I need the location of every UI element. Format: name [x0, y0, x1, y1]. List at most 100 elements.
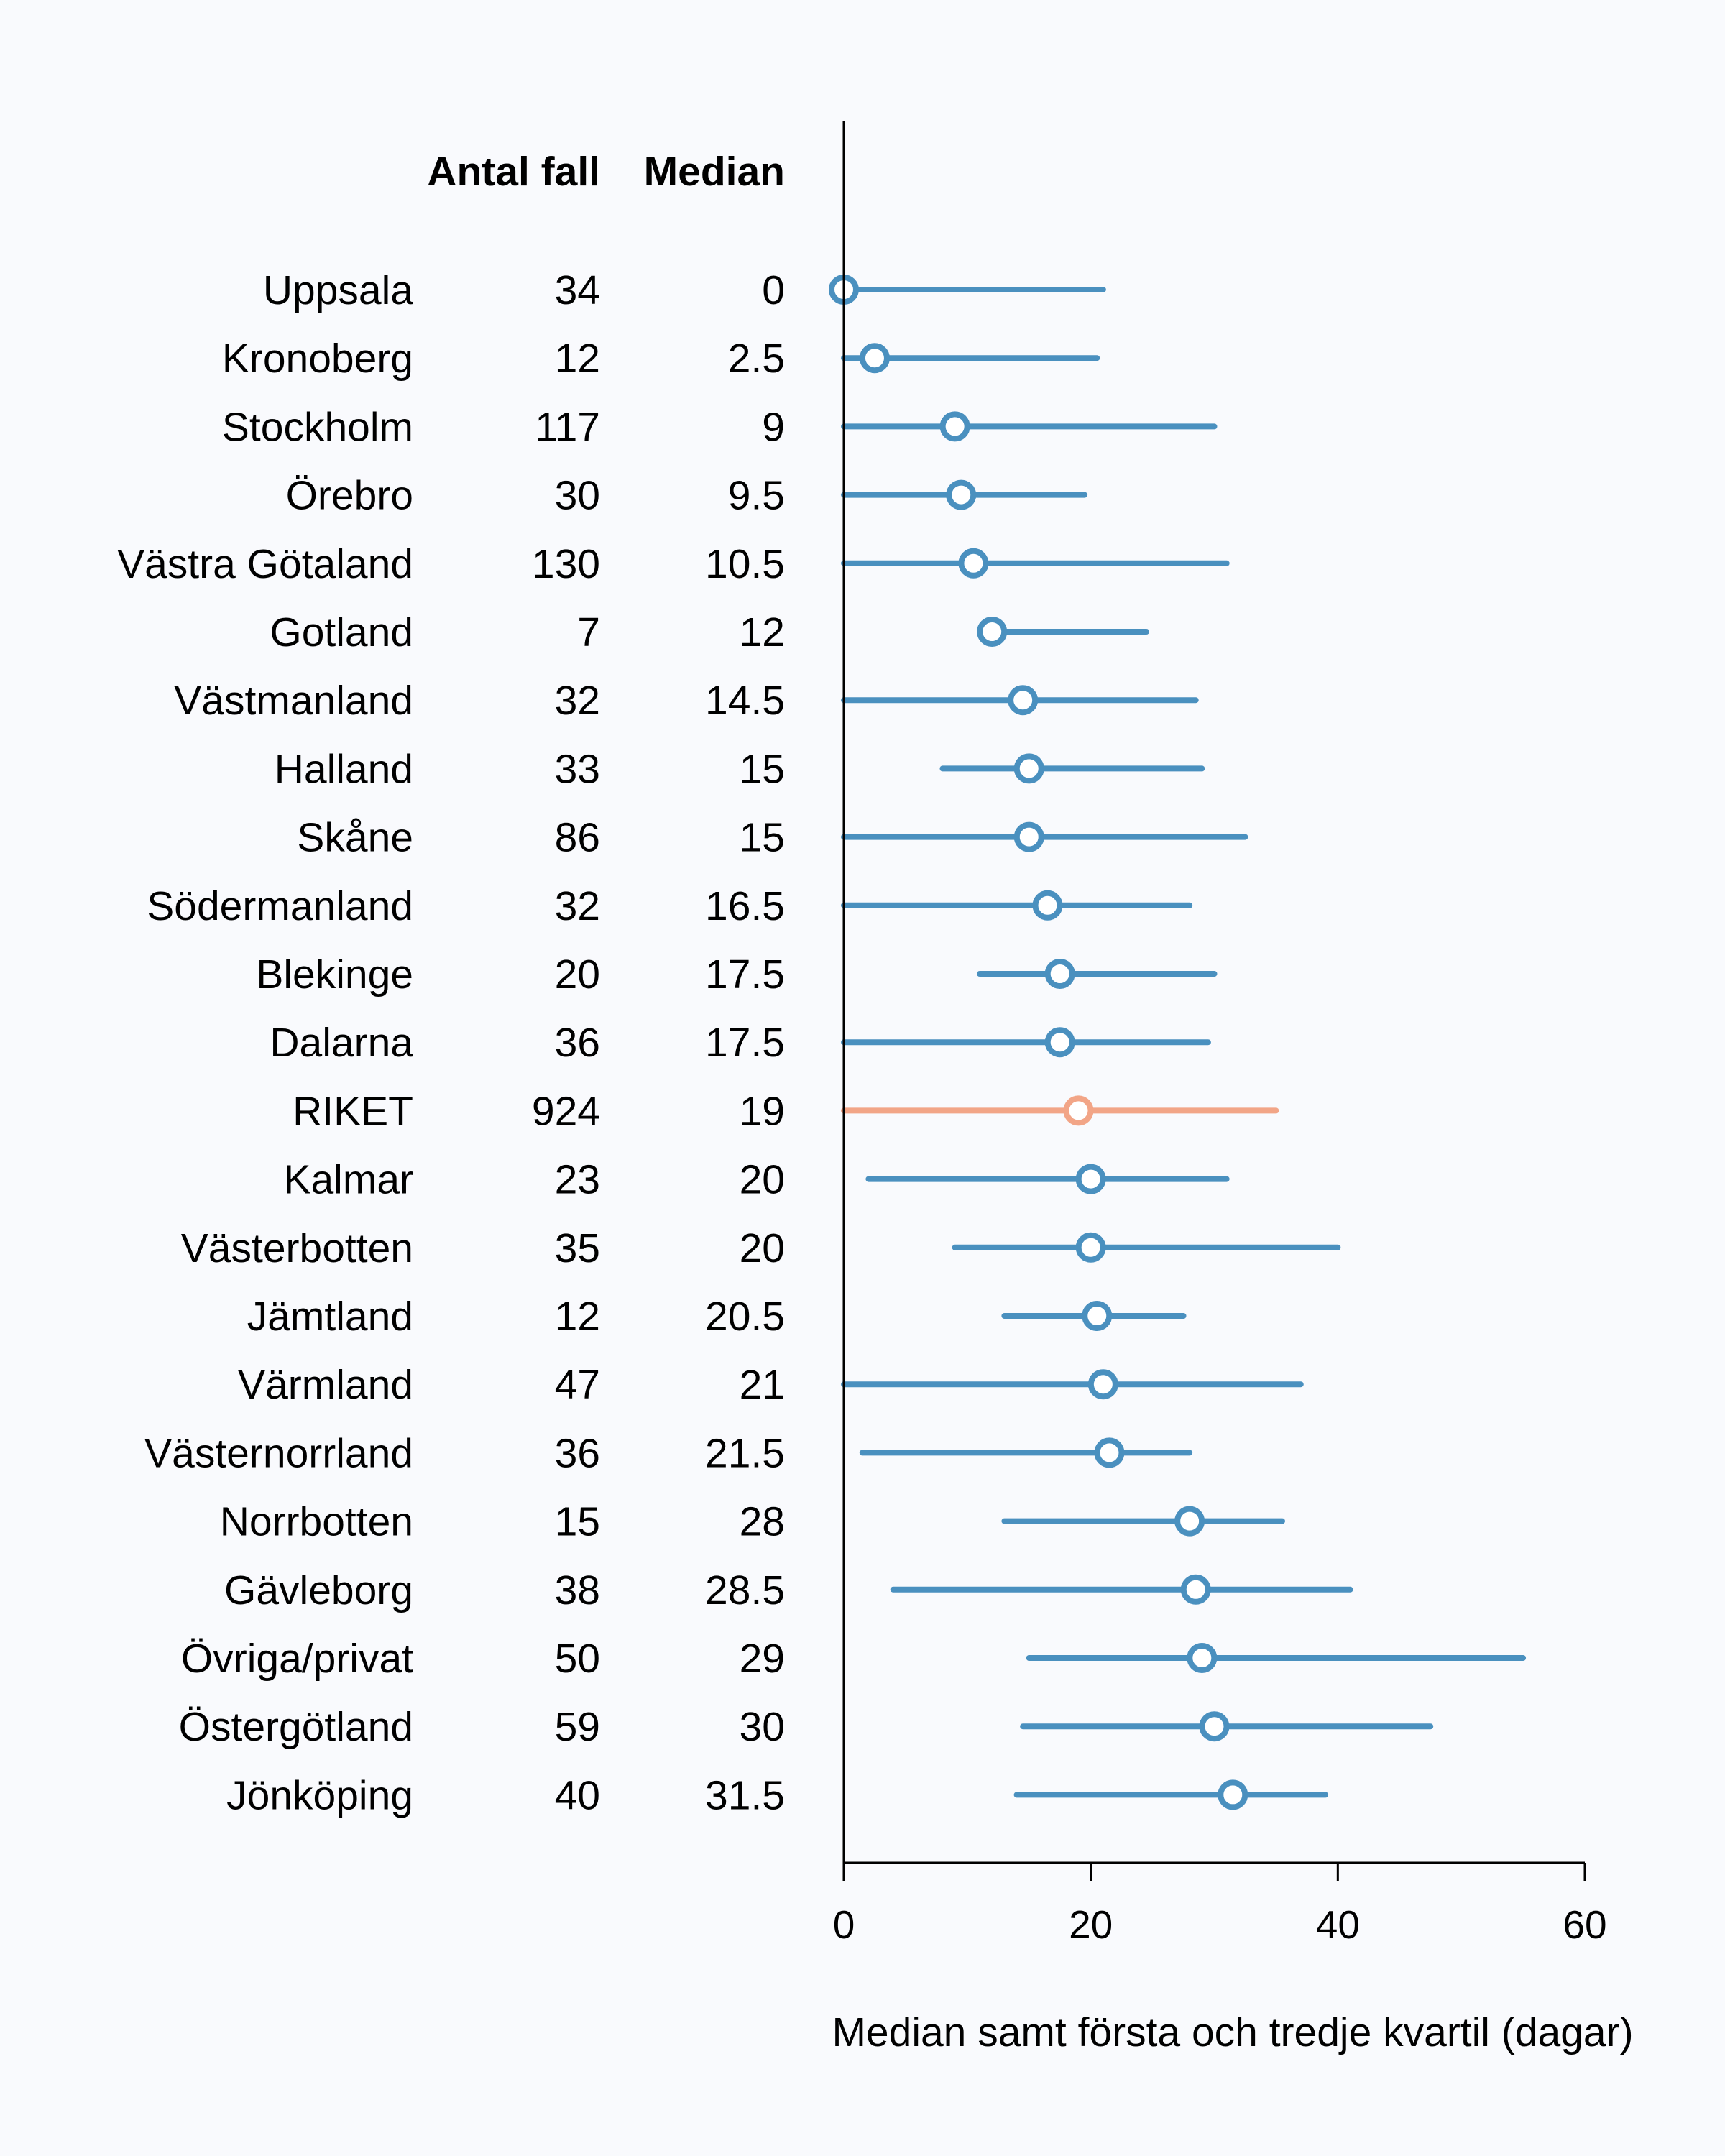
median-marker — [1044, 959, 1075, 989]
median-marker — [1032, 890, 1063, 921]
chart-row: Västra Götaland 130 10.5 — [117, 541, 1230, 587]
row-count-label: 130 — [532, 541, 600, 587]
data-rows: Uppsala 34 0 Kronoberg 12 2.5 Stockholm 117 9 Öre… — [117, 267, 1527, 1818]
row-count-label: 40 — [555, 1772, 600, 1818]
chart-row: Kronoberg 12 2.5 — [222, 336, 1100, 382]
row-name-label: Örebro — [286, 473, 413, 519]
row-name-label: Uppsala — [263, 267, 413, 313]
row-median-label: 10.5 — [705, 541, 785, 587]
row-count-label: 59 — [555, 1704, 600, 1750]
chart-row: Stockholm 117 9 — [222, 404, 1218, 450]
row-median-label: 19 — [740, 1088, 785, 1134]
row-count-label: 12 — [555, 336, 600, 382]
chart-row: Västerbotten 35 20 — [181, 1225, 1341, 1271]
chart-row: Skåne 86 15 — [297, 815, 1248, 861]
chart-row: Västernorrland 36 21.5 — [144, 1430, 1193, 1476]
row-count-label: 7 — [577, 609, 600, 655]
median-marker — [1075, 1232, 1106, 1263]
chart-row: Halland 33 15 — [275, 746, 1205, 792]
row-median-label: 17.5 — [705, 1020, 785, 1066]
row-median-label: 20 — [740, 1157, 785, 1203]
row-count-label: 38 — [555, 1567, 600, 1613]
row-name-label: Gotland — [270, 609, 413, 655]
chart-row: Norrbotten 15 28 — [220, 1499, 1286, 1545]
median-marker — [946, 479, 977, 510]
row-median-label: 28.5 — [705, 1567, 785, 1613]
chart-row: Värmland 47 21 — [238, 1362, 1304, 1408]
median-marker — [1075, 1164, 1106, 1194]
x-tick-label: 0 — [833, 1902, 855, 1947]
row-name-label: Dalarna — [270, 1020, 413, 1066]
median-marker — [1013, 821, 1044, 852]
chart-row: RIKET 924 19 — [293, 1088, 1279, 1134]
row-median-label: 17.5 — [705, 952, 785, 998]
row-count-label: 35 — [555, 1225, 600, 1271]
chart-row: Örebro 30 9.5 — [286, 473, 1088, 519]
chart-row: Jämtland 12 20.5 — [247, 1294, 1187, 1340]
row-count-label: 34 — [555, 267, 600, 313]
median-marker — [1174, 1506, 1205, 1537]
chart-row: Södermanland 32 16.5 — [147, 883, 1193, 929]
x-axis-ticks: 0 20 40 60 — [833, 1863, 1607, 1947]
row-median-label: 16.5 — [705, 883, 785, 929]
median-marker — [1187, 1643, 1218, 1673]
median-marker — [977, 617, 1008, 647]
median-marker — [859, 343, 890, 374]
row-count-label: 86 — [555, 815, 600, 861]
median-marker — [1013, 753, 1044, 784]
row-count-label: 924 — [532, 1088, 600, 1134]
row-name-label: Norrbotten — [220, 1499, 413, 1545]
row-median-label: 29 — [740, 1636, 785, 1682]
row-name-label: Jönköping — [226, 1772, 413, 1818]
row-name-label: Kalmar — [283, 1157, 413, 1203]
row-median-label: 0 — [762, 267, 785, 313]
chart-row: Västmanland 32 14.5 — [174, 678, 1199, 724]
row-median-label: 14.5 — [705, 678, 785, 724]
row-count-label: 47 — [555, 1362, 600, 1408]
row-median-label: 9.5 — [728, 473, 785, 519]
median-marker — [1087, 1369, 1118, 1400]
row-count-label: 117 — [535, 404, 600, 450]
row-median-label: 12 — [740, 609, 785, 655]
row-name-label: Stockholm — [222, 404, 413, 450]
x-tick-label: 40 — [1316, 1902, 1360, 1947]
row-count-label: 15 — [555, 1499, 600, 1545]
row-name-label: Södermanland — [147, 883, 413, 929]
row-name-label: Kronoberg — [222, 336, 413, 382]
row-name-label: Västmanland — [174, 678, 413, 724]
row-median-label: 20 — [740, 1225, 785, 1271]
row-median-label: 28 — [740, 1499, 785, 1545]
row-median-label: 9 — [762, 404, 785, 450]
row-count-label: 36 — [555, 1020, 600, 1066]
row-count-label: 33 — [555, 746, 600, 792]
median-marker — [1063, 1095, 1094, 1126]
row-name-label: RIKET — [293, 1088, 413, 1134]
median-marker — [958, 548, 989, 579]
row-count-label: 50 — [555, 1636, 600, 1682]
row-name-label: Övriga/privat — [181, 1636, 413, 1682]
row-median-label: 15 — [740, 815, 785, 861]
row-median-label: 2.5 — [728, 336, 785, 382]
row-name-label: Västernorrland — [144, 1430, 413, 1476]
row-median-label: 21.5 — [705, 1430, 785, 1476]
row-name-label: Gävleborg — [224, 1567, 413, 1613]
median-marker — [1199, 1711, 1230, 1742]
median-marker — [1094, 1437, 1125, 1468]
median-marker — [1218, 1779, 1248, 1810]
row-name-label: Jämtland — [247, 1294, 413, 1340]
row-count-label: 36 — [555, 1430, 600, 1476]
row-median-label: 21 — [740, 1362, 785, 1408]
chart-row: Gävleborg 38 28.5 — [224, 1567, 1353, 1613]
chart-row: Dalarna 36 17.5 — [270, 1020, 1211, 1066]
row-count-label: 12 — [555, 1294, 600, 1340]
chart-row: Gotland 7 12 — [270, 609, 1149, 655]
median-marker — [1180, 1574, 1211, 1605]
row-median-label: 31.5 — [705, 1772, 785, 1818]
median-marker — [1044, 1027, 1075, 1058]
median-marker — [1008, 685, 1039, 716]
row-count-label: 32 — [555, 883, 600, 929]
median-column-header: Median — [644, 149, 785, 195]
row-name-label: Västerbotten — [181, 1225, 413, 1271]
row-name-label: Västra Götaland — [117, 541, 413, 587]
